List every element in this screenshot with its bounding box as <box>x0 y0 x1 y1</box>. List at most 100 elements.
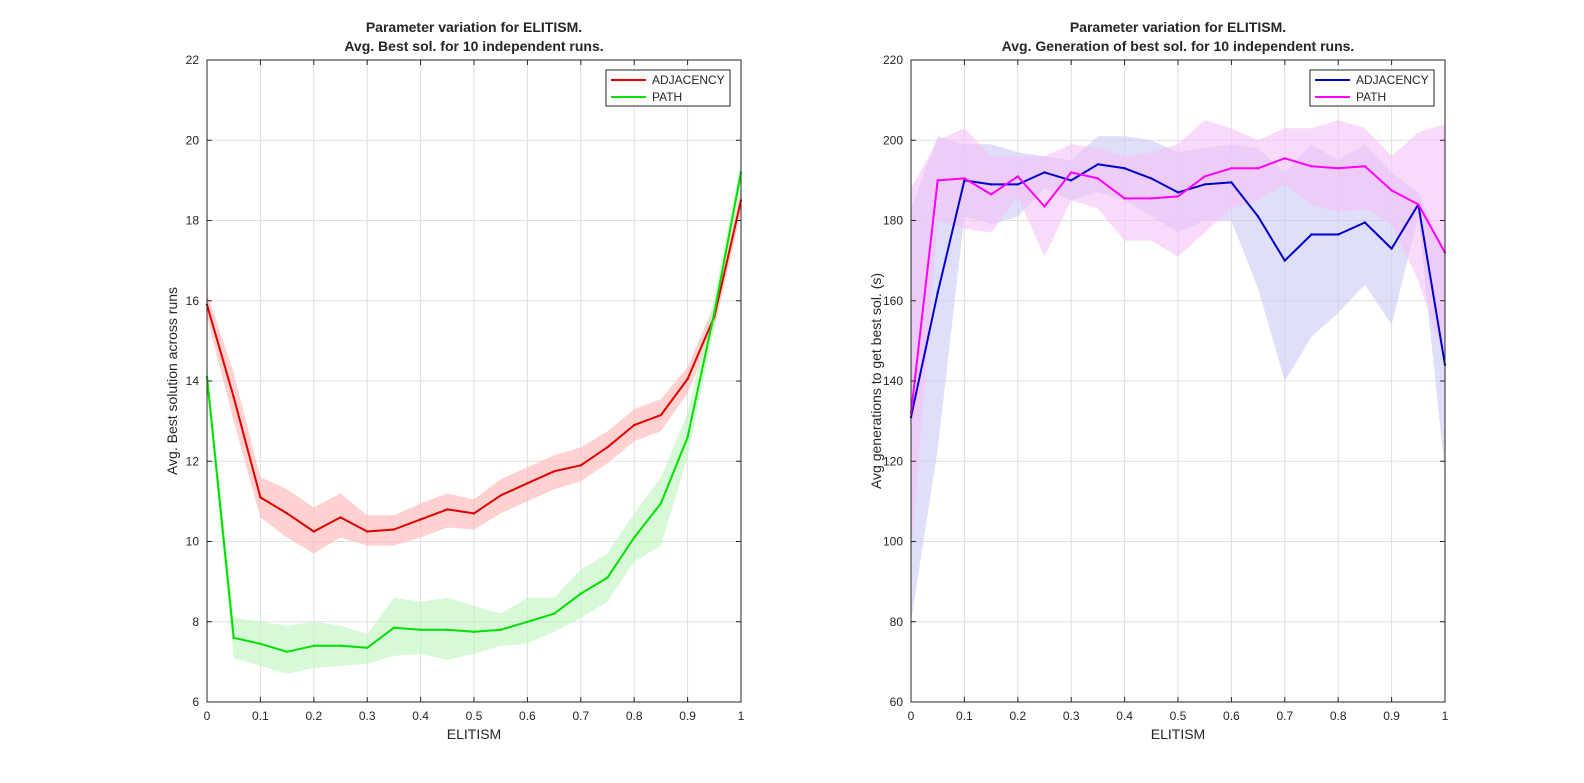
data-point-adjacency-14 <box>579 464 582 467</box>
x-tick-label-2: 0.2 <box>1009 709 1026 723</box>
data-point-adjacency-3 <box>989 183 993 186</box>
data-point-path-12 <box>1230 167 1233 170</box>
data-point-adjacency-18 <box>686 377 689 381</box>
data-point-adjacency-18 <box>1390 247 1393 250</box>
y-tick-label-4: 14 <box>186 374 200 388</box>
data-point-adjacency-12 <box>526 482 529 485</box>
data-point-path-12 <box>526 620 529 623</box>
series-band-adjacency <box>911 136 1445 622</box>
x-tick-label-6: 0.6 <box>519 709 536 723</box>
chart-best-solution: 0 0.1 0.2 0.3 0.4 0.5 0.6 0.7 0.8 0.9 168101214161… <box>164 19 745 742</box>
data-point-adjacency-13 <box>1256 215 1260 218</box>
data-point-path-13 <box>1256 167 1260 170</box>
data-point-path-9 <box>446 628 449 631</box>
data-point-path-18 <box>1390 189 1393 192</box>
x-tick-label-3: 0.3 <box>359 709 376 723</box>
data-point-adjacency-8 <box>1123 167 1126 170</box>
data-point-path-16 <box>1337 167 1340 170</box>
data-point-path-13 <box>552 612 556 615</box>
legend-label-path: PATH <box>652 90 682 104</box>
data-point-path-9 <box>1150 197 1153 200</box>
x-tick-label-7: 0.7 <box>572 709 589 723</box>
x-axis-label: ELITISM <box>447 726 501 742</box>
data-point-adjacency-17 <box>659 413 663 417</box>
data-point-adjacency-16 <box>633 423 636 427</box>
data-point-adjacency-4 <box>312 530 315 533</box>
data-point-path-5 <box>339 644 342 647</box>
y-tick-label-1: 8 <box>192 615 199 629</box>
data-point-adjacency-4 <box>1016 183 1019 186</box>
data-point-path-17 <box>1363 165 1367 168</box>
data-point-path-3 <box>285 650 289 653</box>
data-point-adjacency-15 <box>1310 233 1313 236</box>
data-point-adjacency-7 <box>1096 163 1100 166</box>
data-point-adjacency-8 <box>419 518 422 521</box>
data-point-path-5 <box>1043 205 1046 208</box>
x-tick-label-1: 0.1 <box>956 709 973 723</box>
data-point-path-14 <box>1283 157 1287 160</box>
x-tick-label-0: 0 <box>204 709 211 723</box>
data-point-adjacency-3 <box>285 512 289 515</box>
data-point-path-15 <box>606 576 609 579</box>
legend: ADJACENCY PATH <box>1309 69 1435 107</box>
data-point-path-2 <box>259 642 262 645</box>
x-tick-label-6: 0.6 <box>1223 709 1240 723</box>
data-point-path-18 <box>686 436 689 439</box>
data-point-path-6 <box>1070 171 1073 174</box>
data-point-adjacency-1 <box>232 395 235 399</box>
data-point-adjacency-7 <box>392 528 396 531</box>
data-point-adjacency-5 <box>339 516 342 519</box>
data-point-adjacency-15 <box>606 446 609 449</box>
y-tick-label-5: 160 <box>883 294 903 308</box>
legend-label-adjacency: ADJACENCY <box>1356 73 1429 87</box>
x-tick-label-10: 1 <box>738 709 745 723</box>
data-point-adjacency-9 <box>446 508 449 511</box>
x-tick-label-9: 0.9 <box>679 709 696 723</box>
chart-title-line-1: Parameter variation for ELITISM. <box>366 19 582 35</box>
legend-label-adjacency: ADJACENCY <box>652 73 725 87</box>
data-point-path-17 <box>659 502 663 505</box>
data-point-path-3 <box>989 193 993 196</box>
y-tick-label-6: 18 <box>186 214 200 228</box>
y-tick-label-0: 60 <box>890 695 904 709</box>
y-tick-label-2: 10 <box>186 535 200 549</box>
data-point-adjacency-10 <box>472 512 476 515</box>
data-point-adjacency-16 <box>1337 233 1340 236</box>
data-point-adjacency-13 <box>552 470 556 473</box>
legend: ADJACENCY PATH <box>605 69 731 107</box>
x-tick-label-4: 0.4 <box>1116 709 1133 723</box>
data-point-path-6 <box>366 646 369 649</box>
y-tick-label-1: 80 <box>890 615 904 629</box>
data-point-adjacency-11 <box>499 494 502 497</box>
data-point-path-11 <box>1203 175 1206 178</box>
chart-title-line-2: Avg. Best sol. for 10 independent runs. <box>344 38 603 54</box>
x-tick-label-7: 0.7 <box>1276 709 1293 723</box>
data-point-adjacency-6 <box>366 530 369 533</box>
data-point-path-8 <box>419 628 422 631</box>
y-tick-label-7: 200 <box>883 133 903 147</box>
x-tick-label-5: 0.5 <box>466 709 483 723</box>
x-tick-label-8: 0.8 <box>626 709 643 723</box>
data-point-adjacency-6 <box>1070 179 1073 182</box>
x-tick-label-9: 0.9 <box>1383 709 1400 723</box>
legend-box <box>605 69 731 107</box>
y-axis-label: Avg generations to get best sol. (s) <box>868 273 884 489</box>
y-tick-label-6: 180 <box>883 214 903 228</box>
y-tick-label-3: 120 <box>883 454 903 468</box>
series-band-path <box>911 120 1445 558</box>
x-tick-label-2: 0.2 <box>305 709 322 723</box>
y-tick-label-8: 220 <box>883 53 903 67</box>
chart-title-line-2: Avg. Generation of best sol. for 10 inde… <box>1002 38 1355 54</box>
x-tick-label-5: 0.5 <box>1170 709 1187 723</box>
x-axis-label: ELITISM <box>1151 726 1205 742</box>
data-point-path-7 <box>1096 177 1100 180</box>
data-point-path-10 <box>472 630 476 633</box>
x-tick-label-0: 0 <box>908 709 915 723</box>
data-point-path-7 <box>392 626 396 629</box>
chart-generation-of-best-solution: 0 0.1 0.2 0.3 0.4 0.5 0.6 0.7 0.8 0.9 160801001201… <box>868 19 1449 742</box>
data-point-adjacency-5 <box>1043 171 1046 174</box>
y-tick-label-4: 140 <box>883 374 903 388</box>
data-point-adjacency-17 <box>1363 221 1367 224</box>
data-point-path-19 <box>1417 203 1420 206</box>
